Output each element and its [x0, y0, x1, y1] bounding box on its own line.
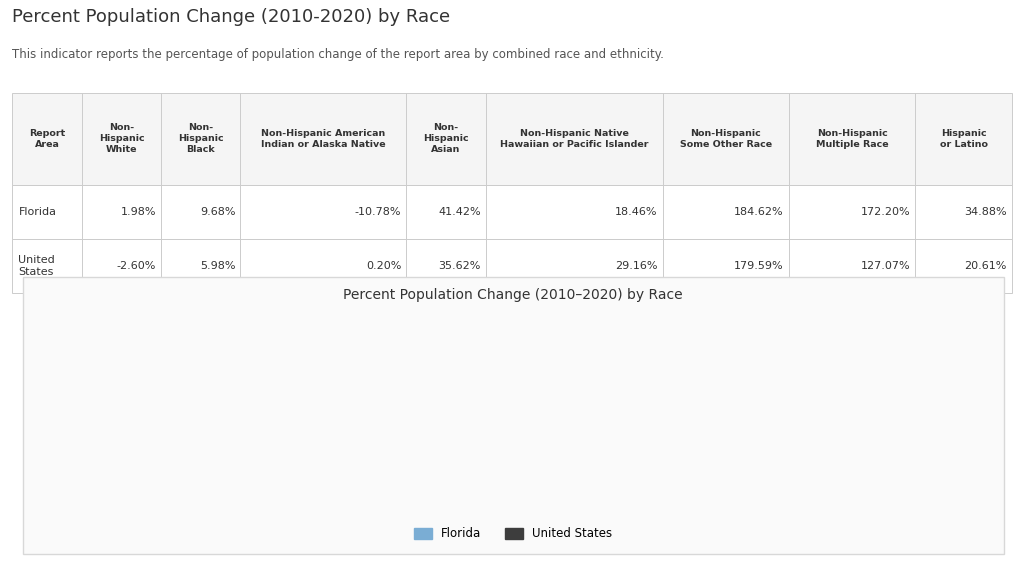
Bar: [113, 425, 147, 426]
Bar: [222, 423, 257, 426]
Text: Percent Population Change (2010-2020) by Race: Percent Population Change (2010-2020) by…: [12, 8, 451, 26]
Bar: [481, 412, 516, 426]
Bar: [12, 185, 1012, 239]
Bar: [152, 426, 187, 427]
Text: 35.62%: 35.62%: [438, 261, 480, 271]
Text: 184.62%: 184.62%: [734, 207, 783, 217]
Bar: [810, 377, 845, 426]
Bar: [591, 415, 626, 426]
Text: Report
Area: Report Area: [29, 129, 66, 149]
Bar: [12, 93, 1012, 185]
Text: %: %: [24, 391, 35, 401]
Text: Non-
Hispanic
Black: Non- Hispanic Black: [178, 123, 223, 154]
Bar: [332, 426, 367, 431]
Text: 41.42%: 41.42%: [438, 207, 480, 217]
Bar: [700, 357, 735, 426]
Bar: [261, 424, 297, 426]
Text: 127.07%: 127.07%: [860, 261, 910, 271]
Text: 9.68%: 9.68%: [200, 207, 236, 217]
Text: United
States: United States: [18, 255, 55, 277]
Text: 20.61%: 20.61%: [965, 261, 1007, 271]
Text: Percent Population Change (2010–2020) by Race: Percent Population Change (2010–2020) by…: [343, 288, 683, 302]
Bar: [551, 419, 586, 426]
Bar: [441, 410, 476, 426]
Bar: [660, 355, 695, 426]
Text: Non-
Hispanic
White: Non- Hispanic White: [98, 123, 144, 154]
Text: Non-Hispanic
Some Other Race: Non-Hispanic Some Other Race: [680, 129, 772, 149]
Text: Non-Hispanic American
Indian or Alaska Native: Non-Hispanic American Indian or Alaska N…: [261, 129, 386, 149]
Text: 172.20%: 172.20%: [860, 207, 910, 217]
Text: 179.59%: 179.59%: [734, 261, 783, 271]
Text: Florida: Florida: [18, 207, 56, 217]
Text: Non-Hispanic Native
Hawaiian or Pacific Islander: Non-Hispanic Native Hawaiian or Pacific …: [500, 129, 648, 149]
Text: 18.46%: 18.46%: [614, 207, 657, 217]
Text: This indicator reports the percentage of population change of the report area by: This indicator reports the percentage of…: [12, 48, 665, 61]
Text: -2.60%: -2.60%: [117, 261, 156, 271]
Text: 5.98%: 5.98%: [200, 261, 236, 271]
Text: 0.20%: 0.20%: [366, 261, 401, 271]
Text: 1.98%: 1.98%: [121, 207, 156, 217]
Legend: Florida, United States: Florida, United States: [410, 523, 616, 545]
Bar: [920, 418, 954, 426]
Bar: [12, 239, 1012, 293]
Bar: [770, 359, 806, 426]
Text: Non-
Hispanic
Asian: Non- Hispanic Asian: [423, 123, 469, 154]
Text: Non-Hispanic
Multiple Race: Non-Hispanic Multiple Race: [816, 129, 889, 149]
Text: Hispanic
or Latino: Hispanic or Latino: [939, 129, 987, 149]
Text: 34.88%: 34.88%: [964, 207, 1007, 217]
Bar: [880, 412, 915, 426]
Text: -10.78%: -10.78%: [355, 207, 401, 217]
Text: 29.16%: 29.16%: [614, 261, 657, 271]
